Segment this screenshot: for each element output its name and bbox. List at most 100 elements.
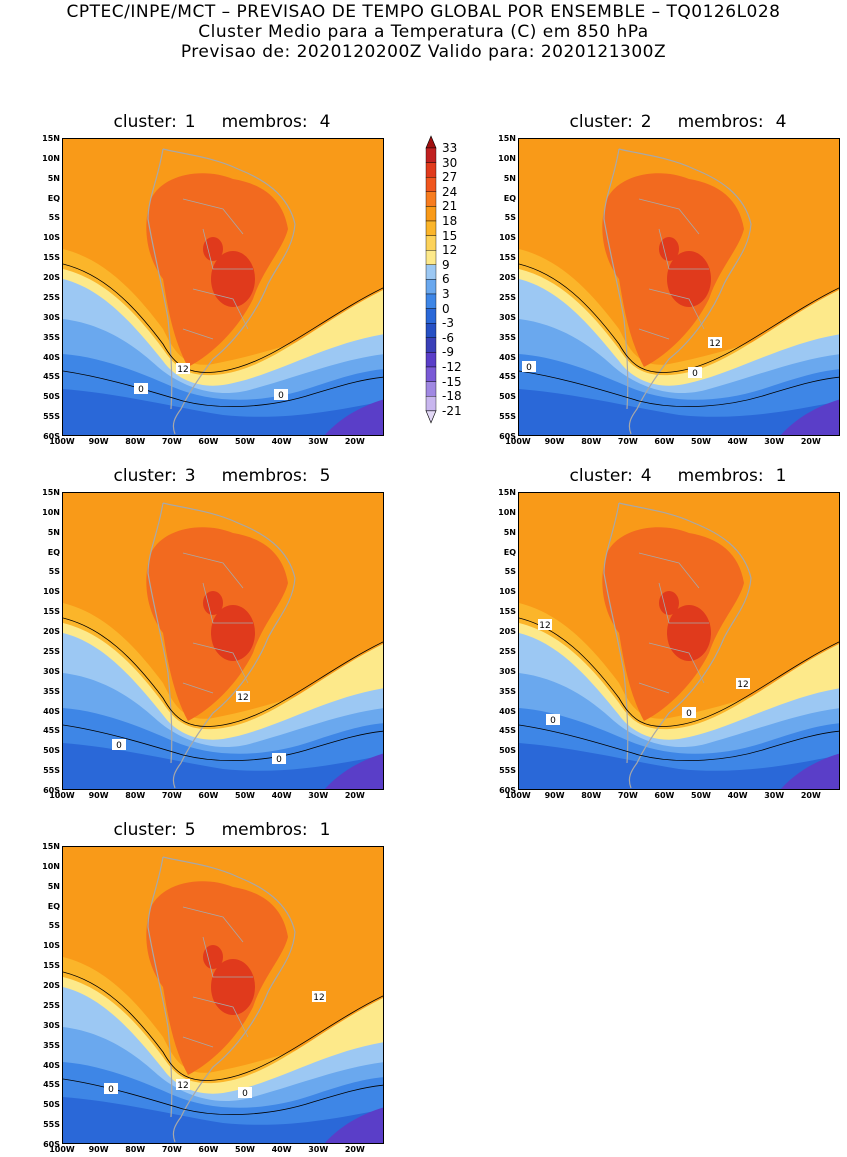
colorbar-label: -15 xyxy=(442,374,462,389)
panel-title: cluster: 2 membros: 4 xyxy=(513,112,843,132)
svg-text:0: 0 xyxy=(138,385,144,395)
colorbar-segment xyxy=(425,308,437,324)
colorbar-label: -6 xyxy=(442,330,454,345)
lon-tick-label: 20W xyxy=(344,437,365,446)
lon-tick-label: 30W xyxy=(308,791,329,800)
lat-tick-label: 10S xyxy=(43,941,60,951)
lon-tick-label: 30W xyxy=(764,437,785,446)
colorbar-top-arrow xyxy=(425,135,437,149)
lon-tick-label: 50W xyxy=(691,437,711,446)
country-borders xyxy=(182,552,253,694)
colorbar-label: 18 xyxy=(442,214,458,228)
cluster-label: cluster: xyxy=(113,820,177,840)
colorbar-label: 6 xyxy=(442,272,450,287)
lat-tick-label: 40S xyxy=(43,706,60,716)
colorbar-label: 9 xyxy=(442,257,450,272)
subtitle-dates: Previsao de: 2020120200Z Valido para: 20… xyxy=(180,42,667,62)
lat-tick-label: EQ xyxy=(503,193,516,203)
lon-tick-label: 40W xyxy=(727,437,748,446)
lon-tick-label: 60W xyxy=(198,1145,219,1154)
panel-title: cluster: 4 membros: 1 xyxy=(513,466,843,486)
colorbar-label: -21 xyxy=(442,403,462,418)
contour-12 xyxy=(519,263,839,373)
contour-label: 0 xyxy=(238,1087,252,1099)
colorbar-segment xyxy=(425,366,437,382)
lat-tick-label: 15S xyxy=(43,961,60,971)
members-count: 4 xyxy=(319,112,331,132)
field-24 xyxy=(211,959,255,1015)
lon-tick-label: 20W xyxy=(800,437,821,446)
field-neg3 xyxy=(63,743,383,789)
lat-tick-label: 40S xyxy=(499,706,516,716)
lon-tick-label: 90W xyxy=(88,1145,109,1154)
lon-tick-label: 80W xyxy=(125,437,146,446)
lon-tick-label: 30W xyxy=(308,1145,329,1154)
lon-tick-label: 90W xyxy=(88,791,109,800)
lat-tick-label: 5N xyxy=(47,173,60,183)
cluster-number: 4 xyxy=(640,466,652,486)
lat-tick-label: 5N xyxy=(503,527,516,537)
cluster-number: 2 xyxy=(640,112,652,132)
map-panel: 12 12 0 0 xyxy=(62,846,384,1144)
lat-tick-label: 20S xyxy=(499,627,516,637)
colorbar-label: 27 xyxy=(442,170,458,185)
field-24b xyxy=(203,237,223,261)
lon-tick-label: 80W xyxy=(125,791,146,800)
contour-label: 12 xyxy=(708,337,722,349)
lat-tick-label: 5S xyxy=(48,921,60,931)
svg-text:0: 0 xyxy=(242,1089,248,1099)
svg-text:0: 0 xyxy=(108,1085,114,1095)
lon-tick-label: 60W xyxy=(654,791,675,800)
svg-text:0: 0 xyxy=(686,709,692,719)
lat-tick-label: 40S xyxy=(499,352,516,362)
coastline xyxy=(147,856,296,1143)
lon-tick-label: 70W xyxy=(161,791,182,800)
contour-label: 0 xyxy=(274,389,288,401)
lat-tick-label: 55S xyxy=(43,766,60,776)
coastline xyxy=(147,148,296,435)
colorbar-segment xyxy=(425,177,437,193)
contour-label: 12 xyxy=(538,619,552,631)
contour-label: 0 xyxy=(104,1083,118,1095)
members-count: 4 xyxy=(775,112,787,132)
colorbar-bottom-arrow xyxy=(425,410,437,424)
contour-label: 12 xyxy=(176,1079,190,1091)
lon-tick-label: 50W xyxy=(235,791,255,800)
lon-tick-label: 70W xyxy=(617,791,638,800)
colorbar-segment xyxy=(425,352,437,368)
colorbar-segment xyxy=(425,162,437,178)
colorbar-label: 30 xyxy=(442,155,458,170)
lat-tick-label: 25S xyxy=(43,292,60,302)
lat-tick-label: EQ xyxy=(47,547,60,557)
svg-text:12: 12 xyxy=(313,993,324,1003)
lat-tick-label: 55S xyxy=(499,412,516,422)
svg-text:12: 12 xyxy=(177,365,188,375)
lat-tick-label: 5S xyxy=(48,213,60,223)
lat-tick-label: 30S xyxy=(499,666,516,676)
map-panel: 12 0 0 xyxy=(518,138,840,436)
lon-tick-label: 100W xyxy=(49,437,75,446)
field-24b xyxy=(659,237,679,261)
lat-tick-label: 35S xyxy=(499,332,516,342)
lat-tick-label: 25S xyxy=(499,646,516,656)
lon-tick-label: 70W xyxy=(617,437,638,446)
svg-text:0: 0 xyxy=(526,363,532,373)
field-neg6 xyxy=(324,399,383,435)
cluster-label: cluster: xyxy=(569,466,633,486)
colorbar-segment xyxy=(425,235,437,251)
lat-tick-label: 30S xyxy=(43,1020,60,1030)
lon-tick-label: 100W xyxy=(49,791,75,800)
lon-tick-label: 20W xyxy=(344,791,365,800)
lat-tick-label: 35S xyxy=(43,686,60,696)
map-panel: 12 0 0 xyxy=(62,138,384,436)
lon-tick-label: 60W xyxy=(198,437,219,446)
members-count: 1 xyxy=(319,820,331,840)
colorbar-segment xyxy=(425,293,437,309)
coastline xyxy=(603,502,752,789)
lon-tick-label: 40W xyxy=(271,1145,292,1154)
map-panel: 12 0 0 xyxy=(62,492,384,790)
contour-0 xyxy=(63,724,383,761)
lon-tick-label: 20W xyxy=(344,1145,365,1154)
colorbar-segment xyxy=(425,191,437,207)
lon-tick-label: 70W xyxy=(161,1145,182,1154)
